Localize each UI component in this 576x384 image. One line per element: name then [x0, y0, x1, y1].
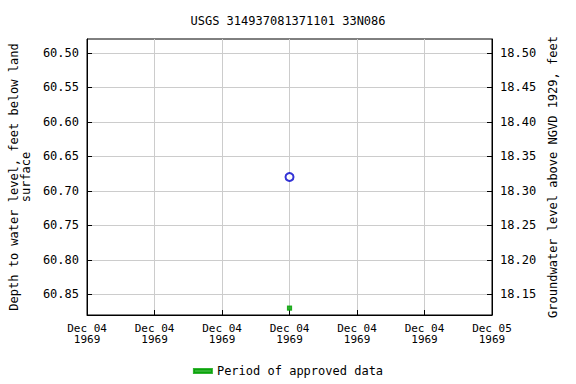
- svg-text:Dec 04: Dec 04: [404, 322, 445, 335]
- svg-text:Dec 05: Dec 05: [472, 322, 512, 335]
- svg-text:1969: 1969: [141, 333, 168, 346]
- svg-text:1969: 1969: [74, 333, 101, 346]
- svg-text:60.75: 60.75: [43, 218, 79, 232]
- svg-text:18.30: 18.30: [500, 184, 536, 198]
- svg-text:60.85: 60.85: [43, 287, 79, 301]
- svg-text:18.40: 18.40: [500, 115, 536, 129]
- svg-text:18.35: 18.35: [500, 149, 536, 163]
- svg-text:Dec 04: Dec 04: [202, 322, 242, 335]
- svg-text:Period of approved data: Period of approved data: [217, 364, 383, 378]
- svg-text:18.20: 18.20: [500, 253, 536, 267]
- svg-text:60.70: 60.70: [43, 184, 79, 198]
- svg-text:Groundwater level above NGVD 1: Groundwater level above NGVD 1929, feet: [546, 36, 560, 318]
- svg-text:60.55: 60.55: [43, 80, 79, 94]
- svg-text:1969: 1969: [276, 333, 303, 346]
- svg-text:18.25: 18.25: [500, 218, 536, 232]
- svg-text:surface: surface: [19, 152, 33, 203]
- svg-text:USGS 314937081371101 33N086: USGS 314937081371101 33N086: [190, 14, 385, 28]
- svg-text:18.45: 18.45: [500, 80, 536, 94]
- svg-text:Dec 04: Dec 04: [337, 322, 377, 335]
- svg-text:60.80: 60.80: [43, 253, 79, 267]
- svg-text:60.60: 60.60: [43, 115, 79, 129]
- svg-text:1969: 1969: [479, 333, 506, 346]
- svg-text:Dec 04: Dec 04: [269, 322, 310, 335]
- svg-text:Depth to water level, feet bel: Depth to water level, feet below land: [7, 43, 21, 311]
- svg-text:1969: 1969: [344, 333, 371, 346]
- svg-text:Dec 04: Dec 04: [67, 322, 107, 335]
- svg-text:Dec 04: Dec 04: [134, 322, 175, 335]
- svg-text:1969: 1969: [411, 333, 438, 346]
- svg-text:1969: 1969: [209, 333, 236, 346]
- svg-text:18.15: 18.15: [500, 287, 536, 301]
- svg-text:60.50: 60.50: [43, 46, 79, 60]
- svg-text:18.50: 18.50: [500, 46, 536, 60]
- svg-text:60.65: 60.65: [43, 149, 79, 163]
